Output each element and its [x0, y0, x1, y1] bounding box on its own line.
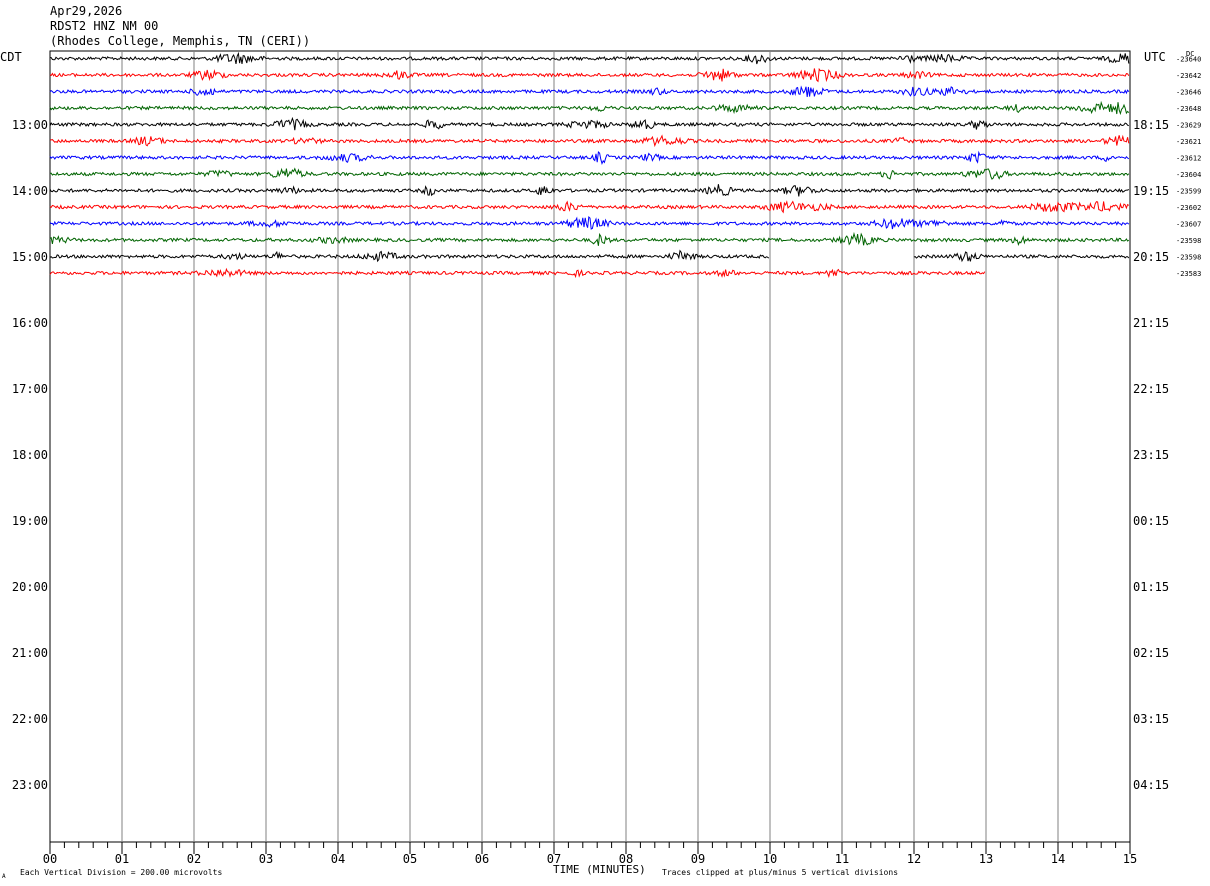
trace-dc-value: -23598 [1176, 237, 1201, 245]
x-tick-label: 06 [475, 852, 489, 866]
seismic-trace [49, 100, 1130, 116]
trace-dc-value: -23640 [1176, 56, 1201, 64]
cdt-hour-label: 17:00 [12, 382, 48, 396]
left-axis-label: CDT [0, 50, 22, 64]
utc-hour-label: 18:15 [1133, 118, 1169, 132]
x-axis-title: TIME (MINUTES) [553, 863, 646, 876]
clip-note: Traces clipped at plus/minus 5 vertical … [662, 868, 898, 877]
x-tick-label: 13 [979, 852, 993, 866]
trace-dc-value: -23607 [1176, 221, 1201, 229]
x-tick-label: 10 [763, 852, 777, 866]
trace-dc-value: -23629 [1176, 122, 1201, 130]
seismic-trace [49, 150, 1130, 165]
seismic-trace [49, 200, 1130, 214]
x-tick-label: 08 [619, 852, 633, 866]
cdt-hour-label: 15:00 [12, 250, 48, 264]
seismic-trace [49, 67, 1130, 83]
cdt-hour-label: 18:00 [12, 448, 48, 462]
x-tick-label: 07 [547, 852, 561, 866]
trace-dc-value: -23583 [1176, 270, 1201, 278]
x-tick-label: 09 [691, 852, 705, 866]
x-tick-label: 05 [403, 852, 417, 866]
x-tick-label: 03 [259, 852, 273, 866]
trace-dc-value: -23599 [1176, 188, 1201, 196]
utc-hour-label: 02:15 [1133, 646, 1169, 660]
trace-dc-value: -23598 [1176, 254, 1201, 262]
plot-date: Apr29,2026 [50, 4, 123, 18]
cdt-hour-label: 19:00 [12, 514, 48, 528]
cdt-hour-label: 21:00 [12, 646, 48, 660]
cdt-hour-label: 16:00 [12, 316, 48, 330]
seismic-trace [49, 231, 1130, 246]
right-axis-label: UTC [1144, 50, 1166, 64]
cdt-hour-label: 14:00 [12, 184, 48, 198]
scale-note: Each Vertical Division = 200.00 microvol… [20, 868, 222, 877]
cdt-hour-label: 13:00 [12, 118, 48, 132]
utc-hour-label: 19:15 [1133, 184, 1169, 198]
utc-hour-label: 00:15 [1133, 514, 1169, 528]
cdt-hour-label: 23:00 [12, 778, 48, 792]
x-tick-label: 04 [331, 852, 345, 866]
cdt-hour-label: 20:00 [12, 580, 48, 594]
x-tick-label: 15 [1123, 852, 1137, 866]
utc-hour-label: 23:15 [1133, 448, 1169, 462]
seismic-trace [49, 184, 1130, 197]
utc-hour-label: 03:15 [1133, 712, 1169, 726]
station-location: (Rhodes College, Memphis, TN (CERI)) [50, 34, 311, 48]
dc-label: DC [1186, 50, 1194, 58]
seismic-trace [49, 134, 1130, 148]
seismic-trace [49, 215, 1130, 230]
utc-hour-label: 04:15 [1133, 778, 1169, 792]
utc-hour-label: 20:15 [1133, 250, 1169, 264]
x-tick-label: 11 [835, 852, 849, 866]
seismic-trace [49, 249, 1130, 263]
trace-dc-value: -23604 [1176, 171, 1201, 179]
trace-dc-value: -23648 [1176, 105, 1201, 113]
trace-dc-value: -23646 [1176, 89, 1201, 97]
x-tick-label: 14 [1051, 852, 1065, 866]
utc-hour-label: 22:15 [1133, 382, 1169, 396]
station-code: RDST2 HNZ NM 00 [50, 19, 159, 33]
trace-dc-value: -23602 [1176, 204, 1201, 212]
seismic-trace [49, 116, 1129, 131]
seismic-trace [49, 85, 1130, 98]
seismic-trace [49, 167, 1130, 180]
seismic-trace [49, 267, 986, 279]
trace-dc-value: -23612 [1176, 155, 1201, 163]
x-tick-label: 00 [43, 852, 57, 866]
cdt-hour-label: 22:00 [12, 712, 48, 726]
corner-mark: A [2, 873, 6, 880]
x-tick-label: 01 [115, 852, 129, 866]
utc-hour-label: 21:15 [1133, 316, 1169, 330]
plot-frame [49, 50, 1131, 843]
seismic-trace [50, 51, 1130, 65]
utc-hour-label: 01:15 [1133, 580, 1169, 594]
x-tick-label: 02 [187, 852, 201, 866]
x-tick-label: 12 [907, 852, 921, 866]
trace-dc-value: -23621 [1176, 138, 1201, 146]
trace-dc-value: -23642 [1176, 72, 1201, 80]
